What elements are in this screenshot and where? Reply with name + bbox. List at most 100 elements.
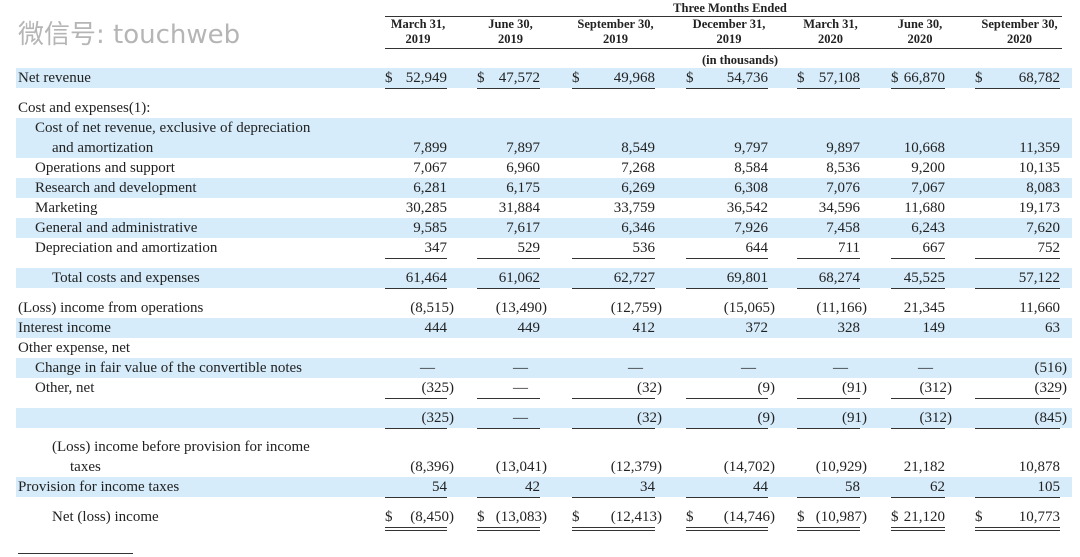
cell-value: 8,584 — [734, 160, 768, 176]
row-label: Operations and support — [35, 160, 175, 176]
cell-value: — — [513, 360, 528, 376]
row-label: Cost and expenses(1): — [18, 100, 151, 116]
double-underline — [975, 527, 1060, 531]
column-header: March 31, 2019 — [391, 17, 446, 47]
row-band — [16, 358, 1072, 378]
header-bottom-rule — [385, 48, 1062, 49]
cell-value: 69,801 — [726, 270, 768, 286]
currency-symbol: $ — [385, 509, 393, 525]
cell-value: 444 — [424, 320, 448, 336]
cell-value: 7,067 — [911, 180, 945, 196]
row-band — [16, 268, 1072, 288]
cell-value: 31,884 — [498, 200, 540, 216]
cell-value: 9,797 — [734, 140, 768, 156]
cell-value: (9) — [757, 410, 776, 426]
underline — [572, 88, 655, 89]
cell-value: (14,746) — [723, 509, 775, 525]
underline — [975, 497, 1060, 498]
underline — [797, 428, 860, 429]
cell-value: 36,542 — [726, 200, 768, 216]
column-header-year: 2019 — [603, 32, 628, 46]
cell-value: 6,281 — [413, 180, 447, 196]
currency-symbol: $ — [686, 509, 694, 525]
header-rule — [385, 16, 1062, 17]
cell-value: 7,458 — [826, 220, 860, 236]
row-label: Marketing — [35, 200, 98, 216]
cell-value: 61,464 — [405, 270, 447, 286]
cell-value: 21,345 — [903, 300, 945, 316]
column-header-period: September 30, — [577, 17, 654, 31]
cell-value: (13,083) — [495, 509, 547, 525]
cell-value: — — [513, 380, 528, 396]
double-underline — [572, 527, 655, 531]
cell-value: (12,759) — [610, 300, 662, 316]
currency-symbol: $ — [572, 70, 580, 86]
cell-value: 7,899 — [413, 140, 447, 156]
underline — [797, 288, 860, 289]
cell-value: (13,041) — [495, 459, 547, 475]
row-label: Cost of net revenue, exclusive of deprec… — [35, 120, 311, 136]
watermark: 微信号: touchweb — [18, 20, 241, 50]
row-band — [16, 178, 1072, 198]
row-band — [16, 477, 1072, 497]
column-header: September 30, 2019 — [577, 17, 653, 47]
cell-value: 7,617 — [506, 220, 540, 236]
row-label: Interest income — [18, 320, 111, 336]
cell-value: 57,122 — [1018, 270, 1060, 286]
cell-value: 372 — [745, 320, 769, 336]
cell-value: 8,536 — [826, 160, 860, 176]
column-header-year: 2019 — [497, 32, 523, 46]
cell-value: 52,949 — [405, 70, 447, 86]
cell-value: 10,668 — [903, 140, 945, 156]
underline — [975, 288, 1060, 289]
cell-value: 711 — [838, 240, 860, 256]
column-header-year: 2019 — [716, 32, 742, 46]
cell-value: 45,525 — [903, 270, 945, 286]
cell-value: — — [420, 360, 435, 376]
cell-value: (10,987) — [815, 509, 867, 525]
currency-symbol: $ — [975, 70, 983, 86]
cell-value: (516) — [1034, 360, 1068, 376]
cell-value: (91) — [842, 410, 867, 426]
cell-value: 149 — [922, 320, 946, 336]
cell-value: 8,549 — [621, 140, 655, 156]
cell-value: 62,727 — [613, 270, 655, 286]
underline — [385, 497, 447, 498]
cell-value: 54 — [432, 479, 447, 495]
cell-value: (12,413) — [610, 509, 662, 525]
row-band — [16, 118, 1072, 138]
row-label: Net (loss) income — [52, 509, 159, 525]
row-label: taxes — [70, 459, 101, 475]
row-label: Other expense, net — [18, 340, 131, 356]
underline — [686, 398, 768, 399]
underline — [891, 428, 945, 429]
cell-value: 11,680 — [904, 200, 945, 216]
cell-value: (15,065) — [723, 300, 775, 316]
cell-value: (32) — [637, 410, 662, 426]
underline — [477, 497, 540, 498]
column-header: March 31, 2020 — [803, 17, 858, 47]
column-group-title: Three Months Ended — [673, 1, 787, 15]
row-band — [16, 408, 1072, 428]
underline — [385, 398, 447, 399]
cell-value: (14,702) — [723, 459, 775, 475]
cell-value: (325) — [421, 380, 455, 396]
column-header-year: 2020 — [818, 32, 843, 46]
cell-value: 347 — [424, 240, 448, 256]
cell-value: 34 — [640, 479, 655, 495]
cell-value: 54,736 — [726, 70, 768, 86]
cell-value: 66,870 — [903, 70, 945, 86]
currency-symbol: $ — [477, 70, 485, 86]
column-header: June 30, 2020 — [898, 17, 942, 47]
underline — [975, 398, 1060, 399]
cell-value: 49,968 — [613, 70, 655, 86]
cell-value: 19,173 — [1018, 200, 1060, 216]
cell-value: 536 — [632, 240, 656, 256]
column-header-year: 2019 — [405, 32, 431, 46]
underline — [797, 258, 860, 259]
underline — [385, 428, 447, 429]
row-band — [16, 218, 1072, 238]
column-header-period: June 30, — [488, 17, 533, 31]
cell-value: 412 — [632, 320, 656, 336]
double-underline — [891, 527, 945, 531]
